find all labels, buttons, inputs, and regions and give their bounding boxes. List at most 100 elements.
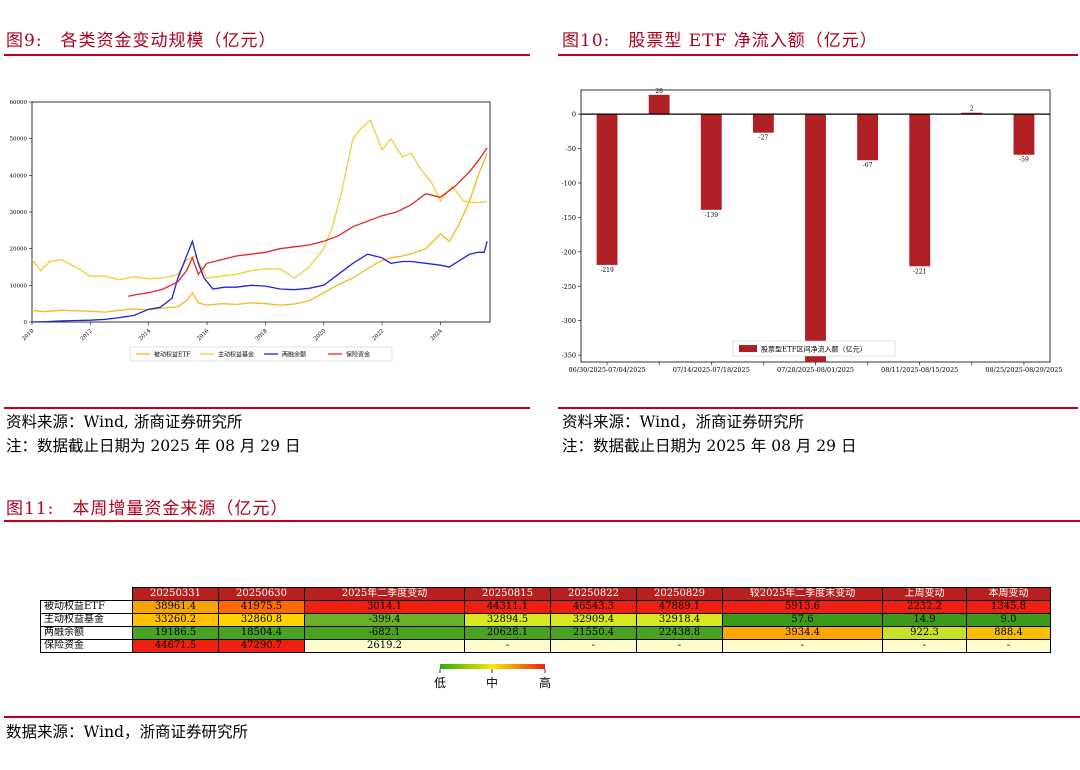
table-column-header: 2025年二季度变动 [304, 587, 465, 601]
table-cell: 3934.4 [722, 626, 883, 640]
table-cell: - [966, 639, 1051, 653]
bar-1 [596, 114, 618, 265]
bar-4 [752, 114, 774, 133]
table-cell: - [550, 639, 637, 653]
table-cell: 2232.2 [882, 600, 967, 614]
legend-label: 股票型ETF区间净流入额（亿元） [761, 345, 867, 354]
table-cell: 2619.2 [304, 639, 465, 653]
table-cell: 32860.8 [218, 613, 305, 627]
y-tick-label: -100 [561, 179, 576, 187]
table-column-header: 20250331 [132, 587, 219, 601]
table-cell: 47889.1 [636, 600, 723, 614]
table-cell: 32909.4 [550, 613, 637, 627]
table-column-header: 较2025年二季度末变动 [722, 587, 883, 601]
table-cell: 21550.4 [550, 626, 637, 640]
bar-5 [805, 114, 826, 363]
table-cell: 9.0 [966, 613, 1051, 627]
series-line-2 [31, 119, 488, 281]
color-scale-legend: 低 中 高 [434, 664, 551, 690]
y-tick-label: -350 [561, 352, 576, 360]
table-row-label: 保险资金 [40, 639, 133, 653]
fig9-note: 注：数据截止日期为 2025 年 08 月 29 日 [6, 437, 301, 455]
fund-source-heatmap-table: 20250331 20250630 2025年二季度变动 20250815 202508… [40, 587, 1051, 653]
bar-value-label: -221 [913, 268, 926, 275]
legend-label: 主动权益基金 [218, 351, 254, 359]
bar-value-label: -59 [1019, 157, 1029, 164]
fig10-title-rule [558, 54, 1078, 56]
bar-value-label: -67 [863, 162, 873, 169]
fig9-source-rule [4, 407, 530, 409]
color-scale-bar [440, 664, 545, 669]
table-cell: 22438.8 [636, 626, 723, 640]
x-tick-label: 07/28/2025-08/01/2025 [777, 366, 854, 374]
table-column-header: 20250829 [636, 587, 723, 601]
bar-2 [648, 94, 670, 115]
table-cell: 1345.8 [966, 600, 1051, 614]
fig10-title: 图10: 股票型 ETF 净流入额（亿元） [562, 31, 878, 51]
legend-label: 保险资金 [346, 351, 370, 359]
y-tick-label: -50 [566, 145, 576, 153]
x-tick-label: 2016 [196, 328, 210, 342]
table-row-label: 主动权益基金 [40, 613, 133, 627]
y-tick-label: 0 [572, 111, 576, 119]
table-cell: - [722, 639, 883, 653]
fig11-source: 数据来源：Wind，浙商证券研究所 [6, 723, 249, 741]
legend-low-label: 低 [434, 676, 446, 690]
table-row-label: 两融余额 [40, 626, 133, 640]
fig10-bar-chart: 0 -50 -100 -150 -200 -250 -300 -350 -219 28 -139 -2… [561, 88, 1062, 374]
x-tick-label: 2014 [138, 328, 152, 342]
fig10-note: 注：数据截止日期为 2025 年 08 月 29 日 [562, 437, 857, 455]
legend-box [732, 340, 896, 357]
series-line-1 [31, 153, 488, 313]
table-cell: - [882, 639, 967, 653]
fig10-source-rule [558, 407, 1078, 409]
x-tick-label: 2012 [80, 328, 94, 342]
x-tick-label: 2024 [430, 328, 444, 342]
fig9-title-rule [4, 54, 530, 56]
y-tick-label: -200 [561, 248, 576, 256]
table-row: 保险资金 44671.5 47290.7 2619.2- - - - - - [40, 639, 1051, 653]
table-cell: -682.1 [304, 626, 465, 640]
bar-6 [857, 114, 879, 161]
table-cell: 14.9 [882, 613, 967, 627]
table-row: 被动权益ETF 38961.4 41975.5 3014.1 44311.1 46543.… [40, 600, 1051, 614]
table-cell: 32918.4 [636, 613, 723, 627]
y-tick-label: 40000 [10, 173, 28, 179]
y-tick-label: 20000 [10, 247, 28, 253]
table-cell: 57.6 [722, 613, 883, 627]
table-cell: - [636, 639, 723, 653]
table-cell: 32894.5 [464, 613, 551, 627]
bar-value-label: 28 [655, 88, 663, 95]
y-tick-label: -300 [561, 317, 576, 325]
series-line-4 [128, 147, 488, 297]
table-row-label: 被动权益ETF [40, 600, 133, 614]
legend-label: 被动权益ETF [154, 351, 191, 359]
y-tick-label: 10000 [10, 283, 28, 289]
legend-swatch [739, 345, 757, 352]
table-cell: 38961.4 [132, 600, 219, 614]
y-tick-label: -250 [561, 283, 576, 291]
table-row: 两融余额 19186.5 18504.4 -682.1 20628.1 21550.4 22… [40, 626, 1051, 640]
table-cell: 19186.5 [132, 626, 219, 640]
fig11-title: 图11: 本周增量资金来源（亿元） [6, 499, 289, 519]
bar-value-label: -139 [705, 212, 719, 219]
table-cell: 3014.1 [304, 600, 465, 614]
table-cell: - [464, 639, 551, 653]
table-cell: 33260.2 [132, 613, 219, 627]
fig9-source: 资料来源：Wind, 浙商证券研究所 [6, 413, 243, 431]
table-column-header: 本周变动 [966, 587, 1051, 601]
bar-value-label: -27 [759, 135, 769, 142]
table-cell: 922.3 [882, 626, 967, 640]
table-column-header: 上周变动 [882, 587, 967, 601]
table-cell: 47290.7 [218, 639, 305, 653]
x-tick-label: 06/30/2025-07/04/2025 [568, 366, 645, 374]
table-cell: 46543.3 [550, 600, 637, 614]
x-tick-label: 2022 [371, 328, 385, 342]
y-tick-label: 60000 [10, 100, 28, 106]
x-tick-label: 07/14/2025-07/18/2025 [673, 366, 750, 374]
table-column-header: 20250815 [464, 587, 551, 601]
table-cell: 44311.1 [464, 600, 551, 614]
y-tick-label: -150 [561, 214, 576, 222]
table-cell: 888.4 [966, 626, 1051, 640]
y-tick-label: 0 [24, 320, 28, 326]
